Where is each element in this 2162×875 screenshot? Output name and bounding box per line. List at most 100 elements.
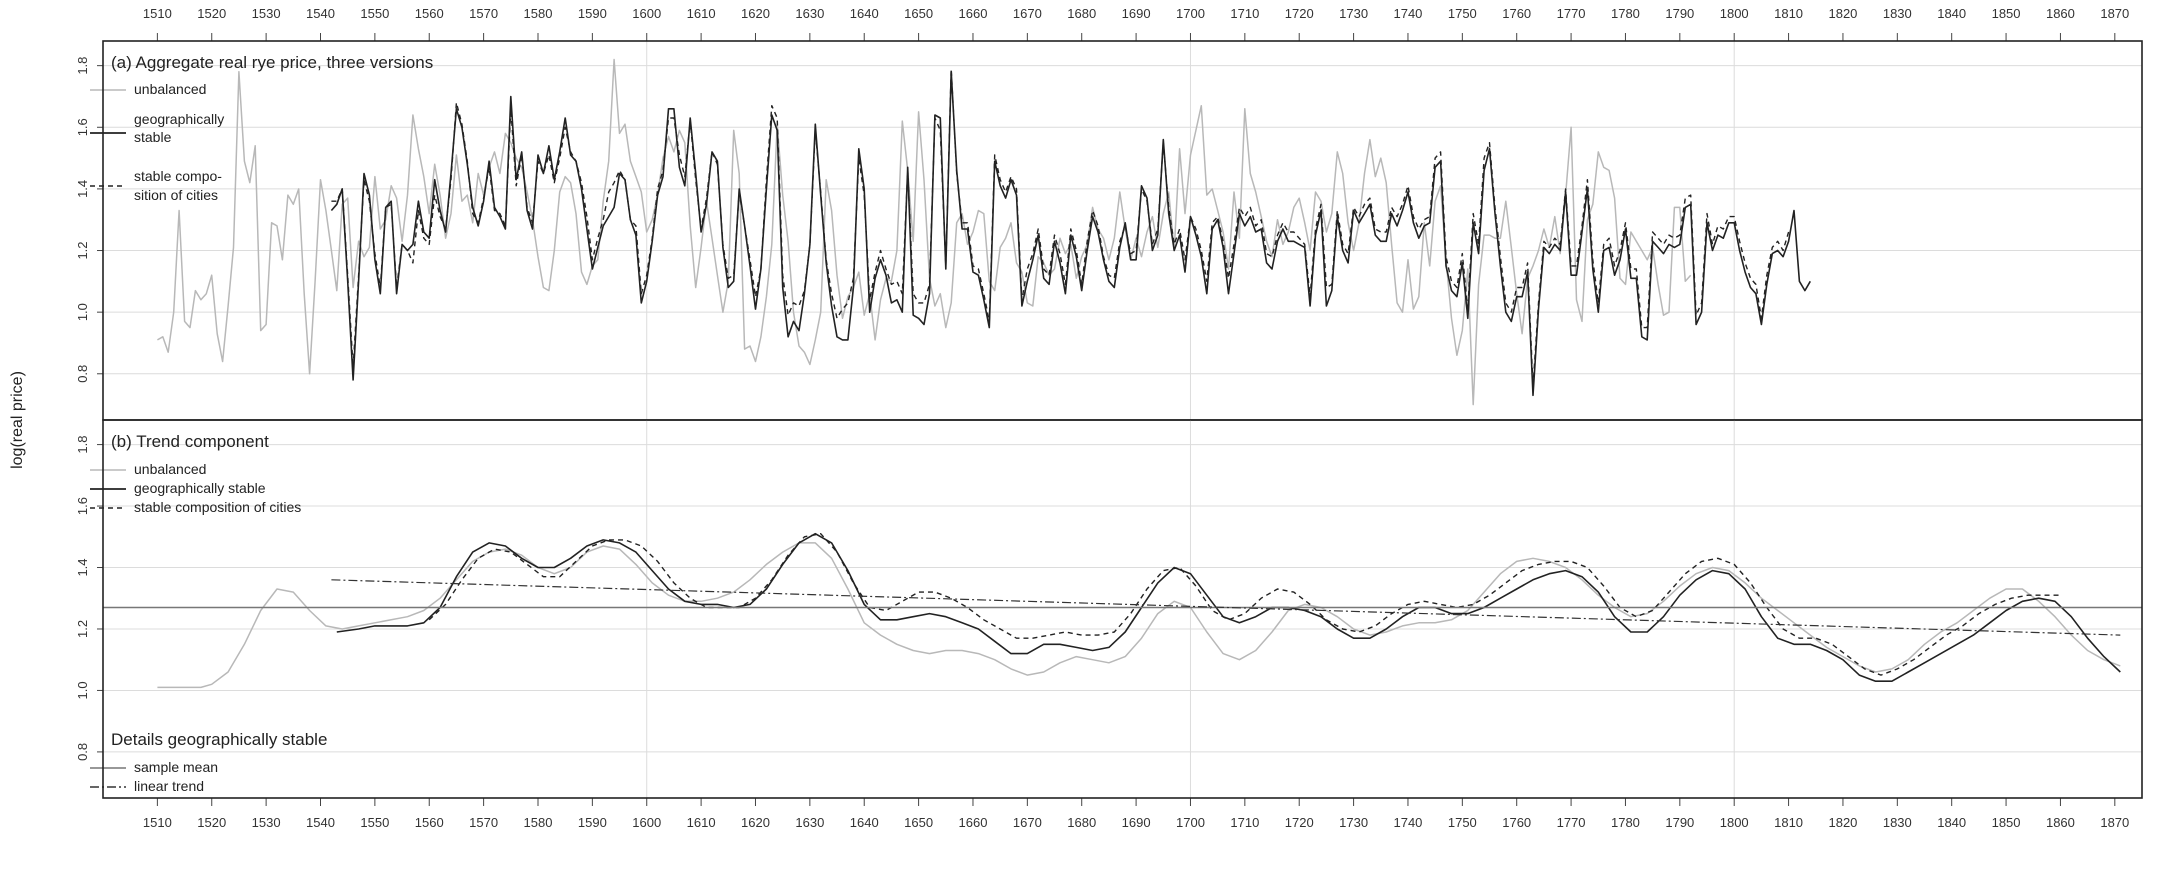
top-x-tick-label-1850: 1850 (1992, 6, 2021, 21)
panel-b-legend: unbalanced geographically stable stable … (90, 461, 301, 515)
top-x-tick-label-1740: 1740 (1393, 6, 1422, 21)
panel-a-y-tick-label-1.4: 1.4 (75, 180, 90, 198)
legend-label-geographically-stable-b: geographically stable (134, 480, 266, 496)
panel-a-y-tick-label-1.8: 1.8 (75, 57, 90, 75)
top-x-tick-label-1700: 1700 (1176, 6, 1205, 21)
panel-b-series (103, 532, 2142, 689)
top-x-tick-label-1650: 1650 (904, 6, 933, 21)
bottom-x-tick-label-1690: 1690 (1122, 815, 1151, 830)
bottom-x-tick-label-1830: 1830 (1883, 815, 1912, 830)
bottom-x-tick-label-1590: 1590 (578, 815, 607, 830)
top-x-tick-label-1860: 1860 (2046, 6, 2075, 21)
bottom-x-tick-label-1550: 1550 (360, 815, 389, 830)
top-x-tick-label-1510: 1510 (143, 6, 172, 21)
top-x-tick-label-1800: 1800 (1720, 6, 1749, 21)
top-x-tick-label-1620: 1620 (741, 6, 770, 21)
panel-a-series (157, 58, 1811, 406)
panel-b-y-tick-label-1.4: 1.4 (75, 558, 90, 576)
bottom-x-tick-label-1540: 1540 (306, 815, 335, 830)
panel-b-series-linear-trend (331, 579, 2121, 636)
panel-a-y-tick-label-0.8: 0.8 (75, 365, 90, 383)
legend-label-sample-mean: sample mean (134, 759, 218, 775)
bottom-x-tick-label-1770: 1770 (1557, 815, 1586, 830)
panel-b-y-tick-label-1: 1.0 (75, 681, 90, 699)
legend-label-stable-composition-line1: stable compo- (134, 168, 222, 184)
top-x-tick-label-1610: 1610 (687, 6, 716, 21)
panel-a-y-tick-label-1.2: 1.2 (75, 241, 90, 259)
bottom-x-tick-label-1700: 1700 (1176, 815, 1205, 830)
legend-label-stable-composition-b: stable composition of cities (134, 499, 301, 515)
legend-label-unbalanced-b: unbalanced (134, 461, 206, 477)
bottom-x-tick-label-1680: 1680 (1067, 815, 1096, 830)
bottom-x-tick-label-1710: 1710 (1230, 815, 1259, 830)
bottom-x-tick-label-1820: 1820 (1828, 815, 1857, 830)
top-x-tick-label-1540: 1540 (306, 6, 335, 21)
bottom-x-tick-label-1750: 1750 (1448, 815, 1477, 830)
bottom-x-tick-label-1720: 1720 (1285, 815, 1314, 830)
bottom-x-tick-label-1800: 1800 (1720, 815, 1749, 830)
bottom-x-tick-label-1620: 1620 (741, 815, 770, 830)
legend-label-stable-composition-line2: sition of cities (134, 187, 218, 203)
top-x-tick-label-1680: 1680 (1067, 6, 1096, 21)
panel-b-y-axis: 0.8 1.0 1.2 1.4 1.6 1.8 (75, 436, 103, 761)
panel-b-frame (102, 419, 2143, 799)
panel-b-series-stable-composition-of-cities (428, 533, 2061, 676)
bottom-x-tick-label-1520: 1520 (197, 815, 226, 830)
bottom-x-tick-label-1780: 1780 (1611, 815, 1640, 830)
top-x-tick-label-1820: 1820 (1828, 6, 1857, 21)
top-x-tick-label-1720: 1720 (1285, 6, 1314, 21)
panel-b: 0.8 1.0 1.2 1.4 1.6 1.8 (b) Trend component u… (75, 419, 2143, 799)
bottom-x-tick-label-1790: 1790 (1665, 815, 1694, 830)
bottom-x-tick-label-1660: 1660 (959, 815, 988, 830)
panel-a-series-stable-composition-of-cities (331, 67, 1790, 387)
panel-b-y-tick-label-0.8: 0.8 (75, 743, 90, 761)
details-legend-title: Details geographically stable (111, 730, 327, 749)
top-x-tick-label-1630: 1630 (795, 6, 824, 21)
top-x-tick-label-1810: 1810 (1774, 6, 1803, 21)
bottom-x-tick-label-1760: 1760 (1502, 815, 1531, 830)
top-x-tick-label-1840: 1840 (1937, 6, 1966, 21)
legend-label-geographically-stable-line2: stable (134, 129, 172, 145)
panel-a: 0.8 1.0 1.2 1.4 1.6 1.8 (a) Aggregate real ry… (75, 40, 2143, 421)
bottom-x-tick-label-1530: 1530 (252, 815, 281, 830)
panel-a-title: (a) Aggregate real rye price, three vers… (111, 53, 433, 72)
bottom-x-tick-label-1860: 1860 (2046, 815, 2075, 830)
top-x-tick-label-1770: 1770 (1557, 6, 1586, 21)
top-x-tick-label-1750: 1750 (1448, 6, 1477, 21)
panel-b-y-tick-label-1.2: 1.2 (75, 620, 90, 638)
panel-b-y-tick-label-1.8: 1.8 (75, 436, 90, 454)
top-x-tick-label-1710: 1710 (1230, 6, 1259, 21)
bottom-x-tick-label-1580: 1580 (524, 815, 553, 830)
panel-b-y-tick-label-1.6: 1.6 (75, 497, 90, 515)
top-x-axis: 1510 1520 1530 1540 1550 1560 1570 1580 1590 1600… (143, 6, 2129, 41)
bottom-x-tick-label-1560: 1560 (415, 815, 444, 830)
legend-label-unbalanced: unbalanced (134, 81, 206, 97)
bottom-x-tick-label-1600: 1600 (632, 815, 661, 830)
bottom-x-tick-label-1740: 1740 (1393, 815, 1422, 830)
top-x-tick-label-1670: 1670 (1013, 6, 1042, 21)
top-x-tick-label-1830: 1830 (1883, 6, 1912, 21)
panel-b-series-geographically-stable (336, 532, 2121, 683)
panel-a-y-tick-label-1.6: 1.6 (75, 118, 90, 136)
top-x-tick-label-1660: 1660 (959, 6, 988, 21)
top-x-tick-label-1570: 1570 (469, 6, 498, 21)
panel-b-details-legend: Details geographically stable sample mea… (90, 730, 327, 794)
y-axis-label: log(real price) (9, 371, 26, 469)
bottom-x-tick-label-1650: 1650 (904, 815, 933, 830)
panel-a-y-tick-label-1: 1.0 (75, 303, 90, 321)
top-x-tick-label-1780: 1780 (1611, 6, 1640, 21)
top-x-tick-label-1560: 1560 (415, 6, 444, 21)
bottom-x-tick-label-1610: 1610 (687, 815, 716, 830)
bottom-x-tick-label-1630: 1630 (795, 815, 824, 830)
bottom-x-tick-label-1730: 1730 (1339, 815, 1368, 830)
top-x-tick-label-1600: 1600 (632, 6, 661, 21)
legend-label-linear-trend: linear trend (134, 778, 204, 794)
top-x-tick-label-1520: 1520 (197, 6, 226, 21)
bottom-x-tick-label-1570: 1570 (469, 815, 498, 830)
top-x-tick-label-1760: 1760 (1502, 6, 1531, 21)
top-x-tick-label-1790: 1790 (1665, 6, 1694, 21)
top-x-tick-label-1730: 1730 (1339, 6, 1368, 21)
bottom-x-tick-label-1840: 1840 (1937, 815, 1966, 830)
